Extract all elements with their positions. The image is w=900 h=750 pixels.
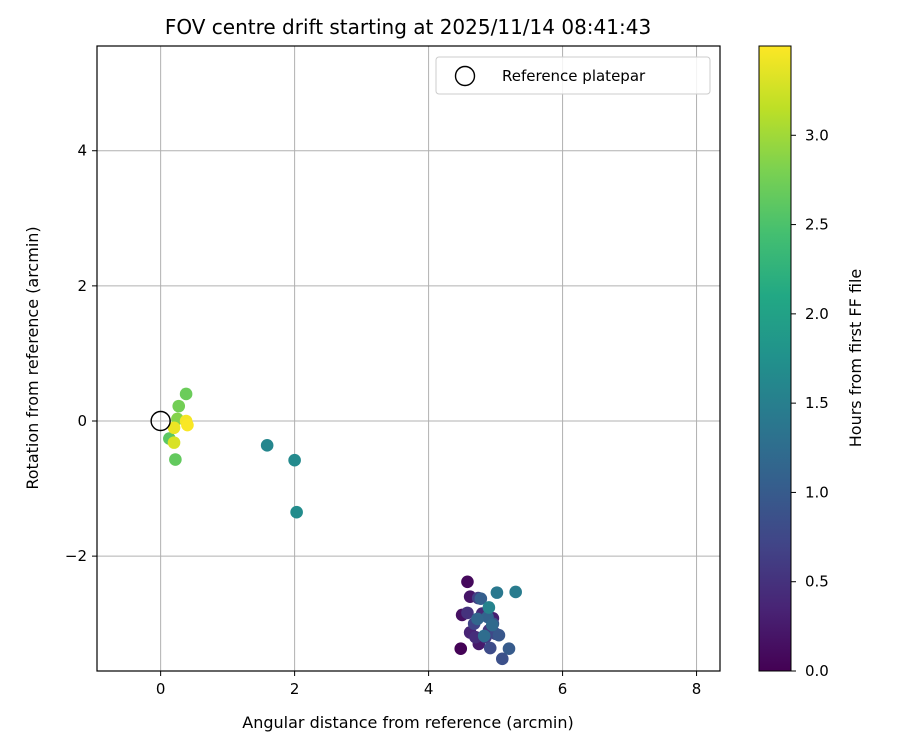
data-point — [485, 618, 499, 632]
data-point — [482, 601, 496, 614]
data-point — [179, 387, 193, 401]
data-point — [461, 606, 474, 620]
x-tick-label: 6 — [558, 680, 568, 698]
data-point — [483, 641, 497, 655]
reference-marker-group — [150, 410, 171, 432]
plot-frame — [96, 45, 721, 672]
y-tick-label: 0 — [77, 412, 87, 430]
data-point — [169, 453, 182, 466]
x-tick-label: 0 — [156, 680, 166, 698]
x-tick-label: 2 — [290, 680, 300, 698]
colorbar-tick-label: 2.5 — [805, 216, 829, 234]
legend-box — [435, 56, 711, 95]
data-point — [167, 436, 181, 449]
data-point — [471, 612, 484, 626]
data-points — [163, 387, 522, 666]
colorbar-tick-label: 0.0 — [805, 662, 829, 680]
data-point — [290, 505, 303, 519]
legend-label: Reference platepar — [502, 67, 646, 85]
x-axis-label: Angular distance from reference (arcmin) — [242, 713, 573, 732]
data-point — [461, 575, 474, 589]
data-point — [502, 642, 516, 656]
data-point — [490, 586, 504, 599]
data-point — [172, 399, 186, 413]
y-tick-label: 4 — [77, 142, 87, 160]
legend-marker-icon — [454, 65, 476, 87]
data-point — [509, 585, 522, 599]
data-point — [474, 592, 488, 606]
data-point — [454, 642, 468, 656]
x-tick-label: 8 — [692, 680, 702, 698]
colorbar-tick-label: 1.5 — [805, 394, 829, 412]
data-point — [181, 418, 194, 432]
data-point — [288, 453, 301, 467]
data-point — [477, 629, 491, 643]
legend: Reference platepar — [435, 56, 711, 95]
x-axis: 0 2 4 6 8 — [156, 671, 701, 698]
reference-marker — [150, 410, 171, 432]
colorbar-tick-label: 0.5 — [805, 573, 829, 591]
y-tick-label: 2 — [77, 277, 87, 295]
colorbar-ticks: 0.0 0.5 1.0 1.5 2.0 2.5 3.0 — [791, 126, 829, 680]
colorbar-tick-label: 1.0 — [805, 483, 829, 501]
data-point — [492, 628, 506, 642]
colorbar-tick-label: 3.0 — [805, 126, 829, 144]
y-tick-label: −2 — [65, 547, 87, 565]
colorbar-label: Hours from first FF file — [846, 269, 865, 448]
y-axis: −2 0 2 4 — [65, 142, 97, 565]
colorbar-gradient — [758, 45, 792, 672]
x-tick-label: 4 — [424, 680, 434, 698]
data-point — [495, 652, 509, 666]
chart-title: FOV centre drift starting at 2025/11/14 … — [165, 15, 651, 39]
data-point — [260, 439, 274, 452]
colorbar: 0.0 0.5 1.0 1.5 2.0 2.5 3.0 Hours from first F… — [758, 45, 865, 680]
y-axis-label: Rotation from reference (arcmin) — [23, 226, 42, 489]
colorbar-tick-label: 2.0 — [805, 305, 829, 323]
grid-lines — [97, 46, 720, 671]
data-point — [167, 421, 181, 435]
